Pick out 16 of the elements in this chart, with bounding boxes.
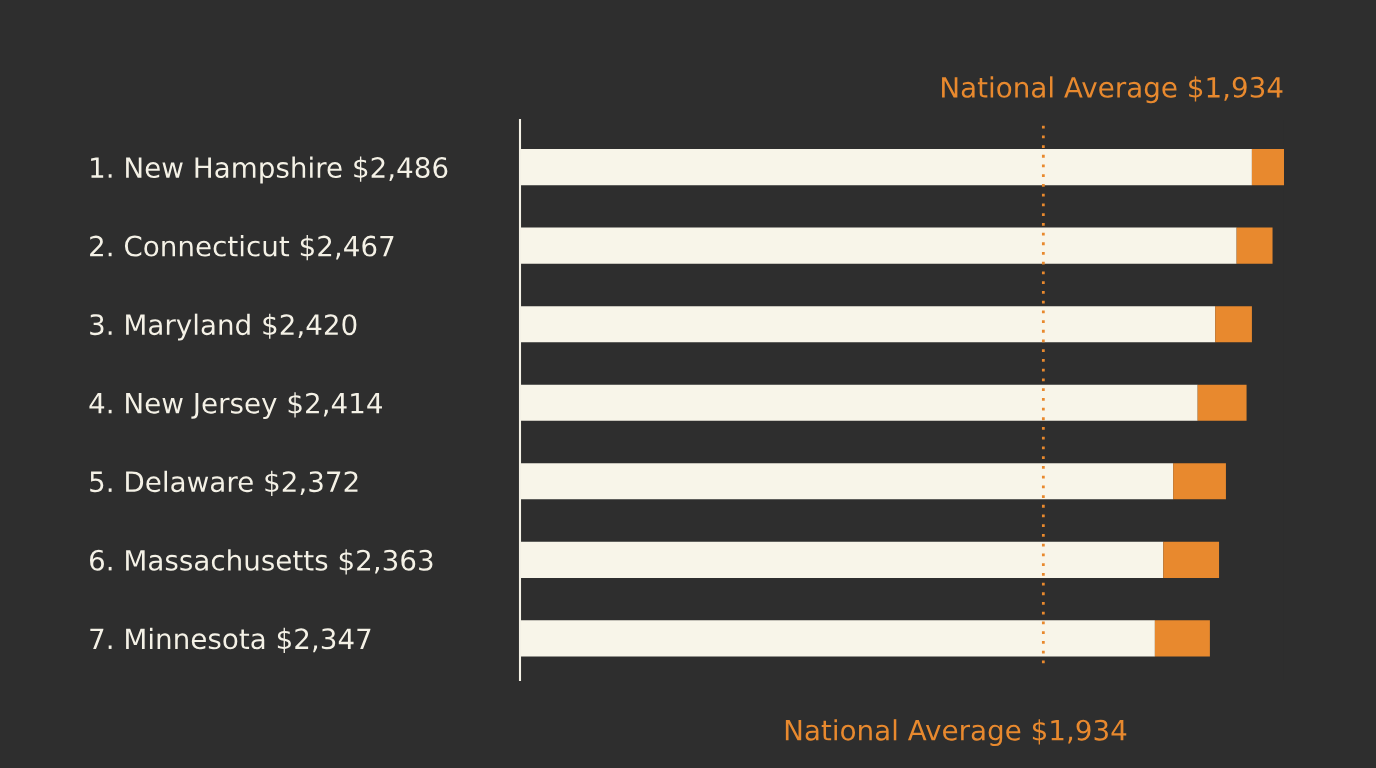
- bar: [1197, 384, 1247, 421]
- bar: [1251, 149, 1284, 186]
- y-tick-label: 5. Delaware $2,372: [90, 470, 358, 496]
- y-tick-label: 4. New Jersey $2,414: [89, 392, 382, 420]
- y-tick-label: 6. Massachusetts $2,363: [90, 549, 433, 575]
- text: National Average $1,934: [785, 719, 1127, 747]
- bar: [1215, 306, 1252, 343]
- bar: [1236, 227, 1273, 264]
- y-tick-label: 2. Connecticut $2,467: [90, 235, 394, 261]
- bar: [1173, 463, 1226, 500]
- y-tick-label: 7. Minnesota $2,347: [90, 627, 371, 654]
- y-tick-label: 3. Maryland $2,420: [90, 313, 357, 341]
- ref-line-label: National Average $1,934: [942, 76, 1283, 104]
- y-tick-label: 1. New Hampshire $2,486: [91, 156, 448, 184]
- bar: [1154, 620, 1210, 657]
- bar: [1163, 541, 1220, 578]
